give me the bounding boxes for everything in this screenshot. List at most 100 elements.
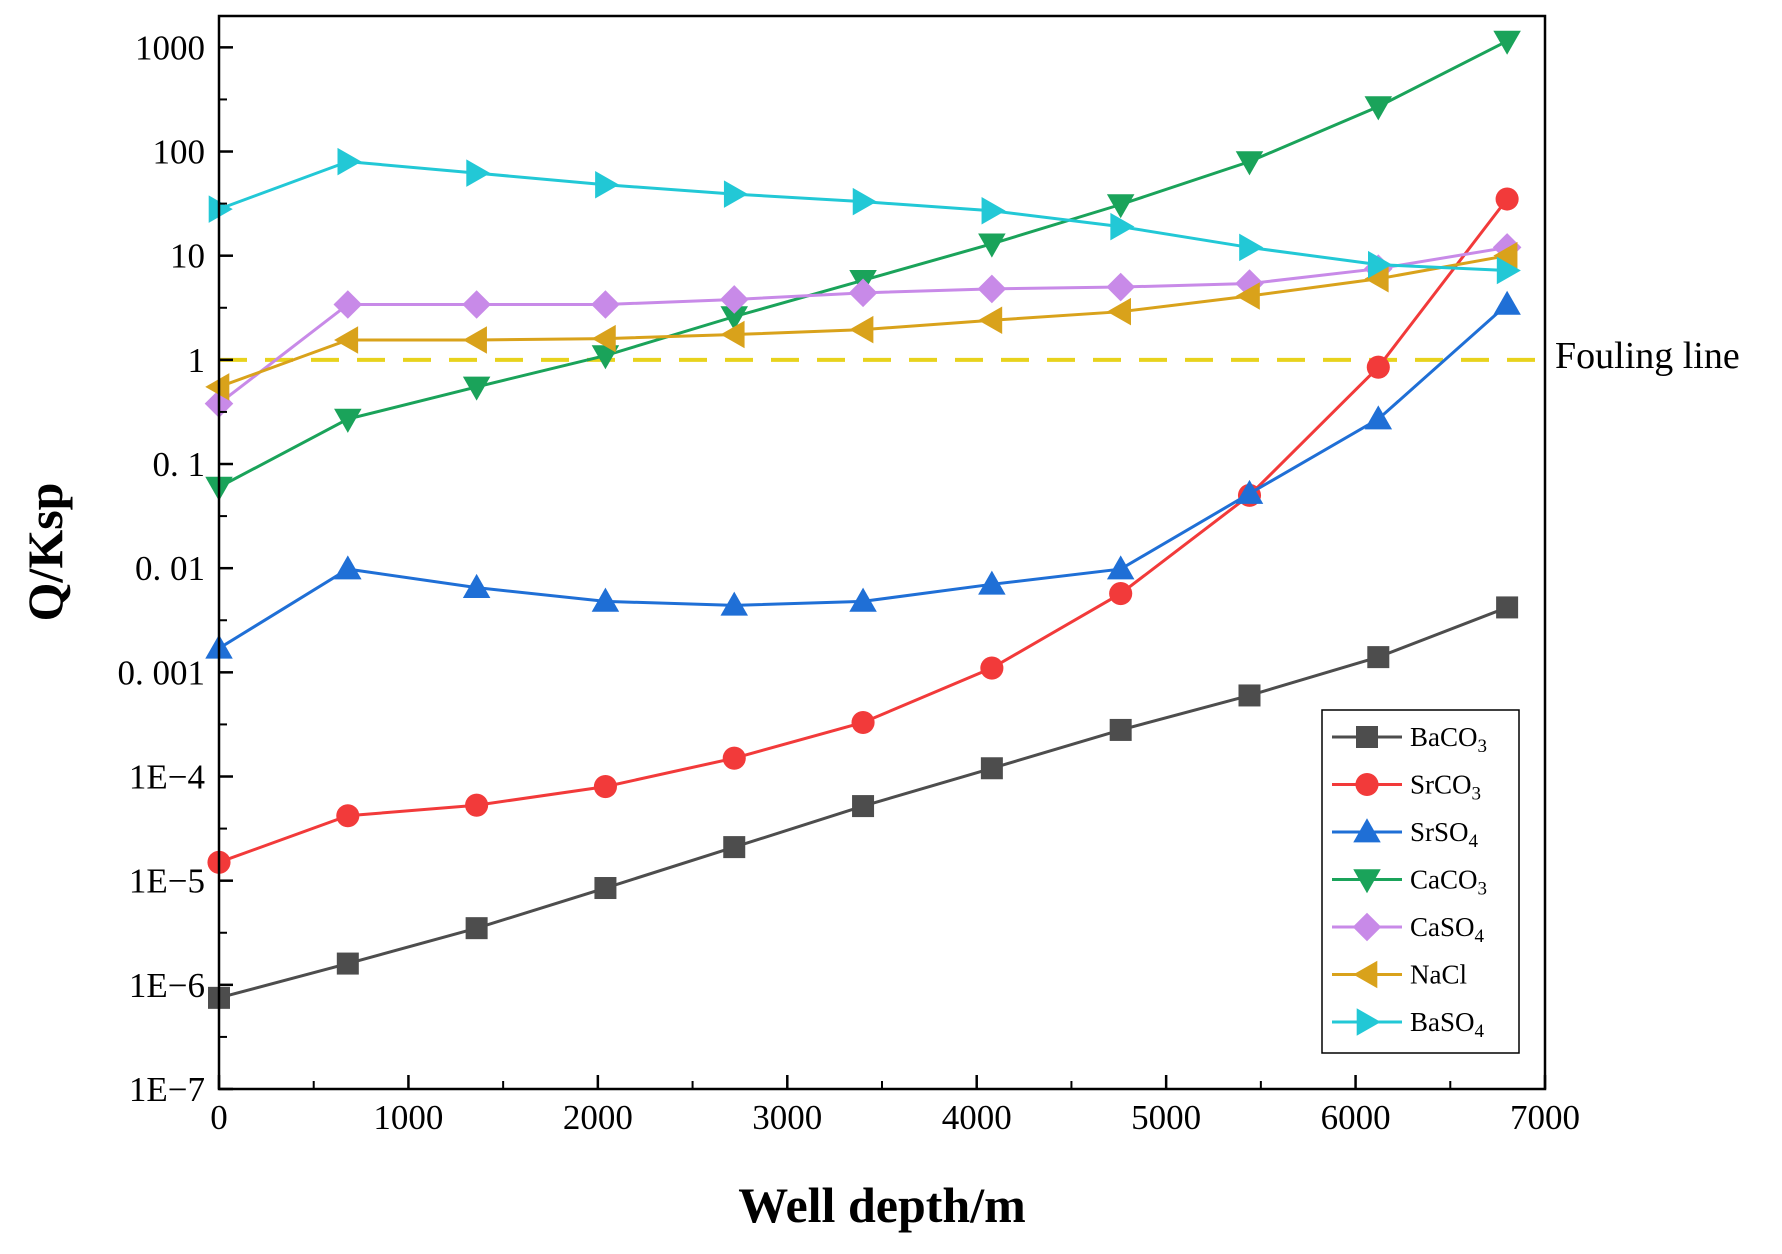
data-point-caco3: [334, 408, 362, 433]
fouling-line-label: Fouling line: [1555, 335, 1740, 377]
legend-label-text: BaSO: [1410, 1007, 1475, 1037]
data-point-nacl: [1106, 297, 1131, 326]
data-point-caso4: [333, 290, 363, 319]
legend-marker-caso4: [1352, 912, 1382, 942]
data-point-baso4: [337, 147, 362, 176]
data-point-baco3-shape: [336, 952, 359, 975]
y-tick-label: 1E−4: [129, 758, 205, 797]
data-point-baco3: [852, 795, 875, 818]
data-point-baco3-shape: [465, 917, 488, 940]
x-tick-label: 7000: [1510, 1098, 1580, 1137]
data-point-caso4-shape: [591, 290, 620, 319]
data-point-baso4-shape: [981, 197, 1006, 225]
data-point-caco3: [462, 376, 491, 401]
data-point-srso4: [1364, 405, 1393, 430]
legend-label-text: CaCO: [1410, 865, 1478, 895]
x-tick-label: 0: [210, 1098, 228, 1137]
data-point-caso4-shape: [462, 290, 491, 319]
data-point-srco3-shape: [336, 804, 360, 828]
legend-label-caco3: CaCO3: [1410, 865, 1487, 900]
data-point-baso4: [1367, 250, 1393, 279]
series-layer: [204, 30, 1522, 1009]
y-tick-label: 0. 1: [153, 445, 206, 484]
y-tick-label: 1E−5: [129, 862, 205, 901]
y-tick-label: 0. 01: [135, 549, 205, 588]
legend-box: [1321, 709, 1520, 1054]
legend-marker-srco3: [1355, 772, 1379, 797]
data-point-srco3: [980, 656, 1004, 680]
data-point-srso4: [720, 591, 748, 616]
data-point-baco3-shape: [1109, 718, 1132, 741]
data-point-baco3: [1367, 646, 1390, 669]
legend-marker-srso4: [1353, 818, 1381, 843]
data-point-baso4: [981, 197, 1006, 225]
legend-marker-srso4-shape: [1353, 818, 1381, 843]
series-baso4: [208, 147, 1521, 285]
data-point-nacl-shape: [591, 324, 616, 353]
legend-label-text: NaCl: [1410, 960, 1467, 990]
data-point-caco3: [1493, 30, 1521, 55]
data-point-nacl: [334, 326, 359, 354]
data-point-nacl: [205, 373, 230, 401]
data-point-baco3: [594, 877, 617, 900]
data-point-nacl-shape: [849, 315, 874, 344]
data-point-srso4: [1493, 290, 1521, 315]
legend-marker-caso4-shape: [1352, 912, 1382, 942]
data-point-srco3: [851, 710, 875, 735]
data-point-srso4-shape: [1364, 405, 1393, 430]
legend-label-text: CaSO: [1410, 912, 1475, 942]
data-point-caco3-shape: [1364, 96, 1393, 121]
data-point-nacl-shape: [1106, 297, 1131, 326]
data-point-nacl: [720, 320, 745, 349]
data-point-baso4: [1239, 233, 1264, 262]
data-point-nacl: [1493, 241, 1518, 270]
data-point-baco3-shape: [1496, 596, 1519, 619]
data-point-caco3: [1364, 96, 1393, 121]
y-axis-title: Q/Ksp: [17, 483, 73, 622]
data-point-srso4-shape: [978, 570, 1006, 595]
legend-marker-srco3-shape: [1355, 772, 1379, 797]
data-point-nacl-shape: [1364, 265, 1389, 293]
legend-marker-baso4: [1356, 1008, 1381, 1036]
legend-label-text: SrSO: [1410, 817, 1469, 847]
data-point-baco3-shape: [594, 877, 617, 900]
data-point-baso4: [208, 195, 233, 223]
legend-label-baco3: BaCO3: [1410, 722, 1487, 757]
x-tick-label: 4000: [942, 1098, 1012, 1137]
data-point-caco3: [720, 306, 748, 331]
data-point-baco3: [1109, 718, 1132, 741]
data-point-baso4-shape: [723, 180, 748, 208]
data-point-caco3-shape: [334, 408, 362, 433]
legend-label-nacl: NaCl: [1410, 960, 1467, 990]
legend-label-srco3: SrCO3: [1410, 770, 1481, 805]
data-point-nacl: [591, 324, 616, 353]
legend-marker-baso4-shape: [1356, 1008, 1381, 1036]
data-point-caco3: [978, 233, 1006, 258]
x-tick-label: 5000: [1131, 1098, 1201, 1137]
legend-label-subscript: 3: [1472, 784, 1482, 805]
series-baco3: [208, 596, 1519, 1009]
data-point-srso4-shape: [1493, 290, 1521, 315]
data-point-baso4: [466, 159, 491, 187]
data-point-srco3: [1495, 187, 1519, 211]
x-tick-label: 2000: [563, 1098, 633, 1137]
data-point-baso4: [1110, 212, 1135, 241]
data-point-srso4: [849, 587, 877, 612]
data-point-srco3: [465, 793, 489, 817]
data-point-srco3: [1366, 355, 1390, 379]
data-point-nacl: [1364, 265, 1389, 293]
data-point-caso4: [977, 274, 1007, 304]
data-point-srso4: [462, 573, 491, 598]
data-point-srco3-shape: [851, 710, 875, 735]
data-point-caso4-shape: [848, 278, 878, 308]
data-point-srco3-shape: [465, 793, 489, 817]
data-point-nacl-shape: [334, 326, 359, 354]
data-point-srco3: [336, 804, 360, 828]
data-point-caso4: [462, 290, 491, 319]
data-point-caco3: [1235, 151, 1264, 176]
data-point-baso4-shape: [1110, 212, 1135, 241]
legend-marker-caco3: [1353, 869, 1381, 894]
data-point-baco3-shape: [852, 795, 875, 818]
data-point-baso4: [852, 187, 877, 216]
